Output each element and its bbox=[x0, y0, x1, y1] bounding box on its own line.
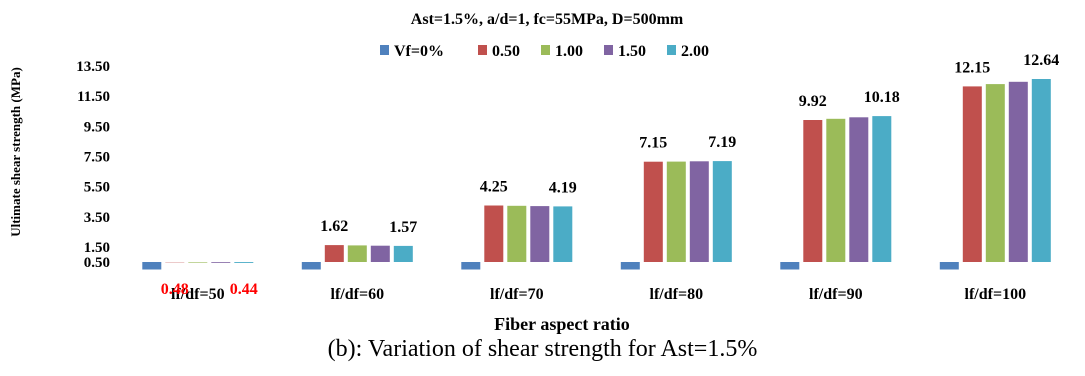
bar bbox=[826, 118, 846, 262]
legend-swatch bbox=[604, 45, 613, 55]
chart-title: Ast=1.5%, a/d=1, fc=55MPa, D=500mm bbox=[411, 11, 684, 28]
y-axis-title: Ultimate shear strength (MPa) bbox=[8, 67, 23, 237]
y-axis: 0.501.50 3.50 5.50 7.50 9.50 11.50 13.50 bbox=[76, 59, 110, 271]
data-label: 7.19 bbox=[708, 134, 736, 151]
y-tick-label: 13.50 bbox=[76, 59, 110, 75]
bar bbox=[689, 161, 709, 262]
bar bbox=[1031, 79, 1051, 262]
bar bbox=[780, 262, 800, 270]
x-tick-label: lf/df=100 bbox=[965, 286, 1027, 303]
data-label: 0.44 bbox=[230, 281, 258, 298]
bar bbox=[370, 245, 390, 262]
data-label: 10.18 bbox=[864, 89, 900, 106]
legend-swatch bbox=[541, 45, 550, 55]
legend-label: 0.50 bbox=[492, 43, 520, 60]
data-label: 4.19 bbox=[549, 179, 577, 196]
bar bbox=[188, 262, 208, 263]
bar bbox=[484, 205, 504, 262]
y-tick-label: 1.50 bbox=[84, 240, 110, 256]
bar bbox=[530, 206, 550, 262]
data-label: 12.15 bbox=[954, 59, 990, 76]
bar bbox=[666, 161, 686, 262]
y-tick-label: 3.50 bbox=[84, 210, 110, 226]
x-tick-label: lf/df=70 bbox=[490, 286, 544, 303]
bar bbox=[553, 206, 573, 262]
y-tick-label: 11.50 bbox=[77, 89, 110, 105]
bar bbox=[301, 262, 321, 270]
bar bbox=[712, 161, 732, 262]
x-axis: lf/df=50 lf/df=60 lf/df=70 lf/df=80 lf/df=90… bbox=[171, 286, 1026, 303]
bar bbox=[849, 117, 869, 262]
x-axis-title: Fiber aspect ratio bbox=[494, 314, 630, 334]
bar bbox=[347, 245, 367, 262]
bar bbox=[962, 86, 982, 263]
x-tick-label: lf/df=80 bbox=[650, 286, 704, 303]
legend: Vf=0% 0.50 1.00 1.50 2.00 bbox=[380, 43, 709, 60]
bar bbox=[461, 262, 481, 270]
y-tick-label: 7.50 bbox=[84, 149, 110, 165]
legend-label: Vf=0% bbox=[394, 43, 444, 60]
bar bbox=[507, 205, 527, 262]
bar bbox=[393, 245, 413, 262]
y-tick-label: 0.50 bbox=[84, 255, 110, 271]
x-tick-label: lf/df=90 bbox=[809, 286, 863, 303]
legend-swatch bbox=[667, 45, 676, 55]
bar bbox=[211, 262, 231, 263]
data-label: 4.25 bbox=[480, 179, 508, 196]
legend-label: 1.00 bbox=[555, 43, 583, 60]
data-label: 7.15 bbox=[639, 135, 667, 152]
bar bbox=[324, 245, 344, 262]
bars bbox=[142, 79, 1051, 270]
bar bbox=[620, 262, 640, 270]
data-label: 12.64 bbox=[1023, 52, 1059, 69]
bar bbox=[643, 161, 663, 262]
data-label: 0.48 bbox=[161, 281, 189, 298]
legend-swatch bbox=[380, 45, 389, 55]
bar bbox=[872, 116, 892, 262]
x-tick-label: lf/df=60 bbox=[331, 286, 385, 303]
y-tick-label: 5.50 bbox=[84, 180, 110, 196]
legend-label: 1.50 bbox=[618, 43, 646, 60]
legend-swatch bbox=[478, 45, 487, 55]
data-label: 1.62 bbox=[320, 218, 348, 235]
bar bbox=[142, 262, 162, 270]
data-labels: 0.48 0.44 1.62 1.57 4.25 4.19 7.15 7.19 9.92 10.1… bbox=[161, 52, 1060, 298]
figure-caption: (b): Variation of shear strength for Ast… bbox=[327, 336, 758, 362]
bar bbox=[803, 120, 823, 262]
bar bbox=[234, 262, 254, 263]
bar bbox=[1008, 81, 1028, 262]
y-tick-label: 9.50 bbox=[84, 119, 110, 135]
data-label: 1.57 bbox=[389, 219, 417, 236]
x-tick-label: lf/df=50 bbox=[171, 286, 225, 303]
legend-label: 2.00 bbox=[681, 43, 709, 60]
bar bbox=[939, 262, 959, 270]
bar bbox=[985, 84, 1005, 262]
data-label: 9.92 bbox=[799, 93, 827, 110]
